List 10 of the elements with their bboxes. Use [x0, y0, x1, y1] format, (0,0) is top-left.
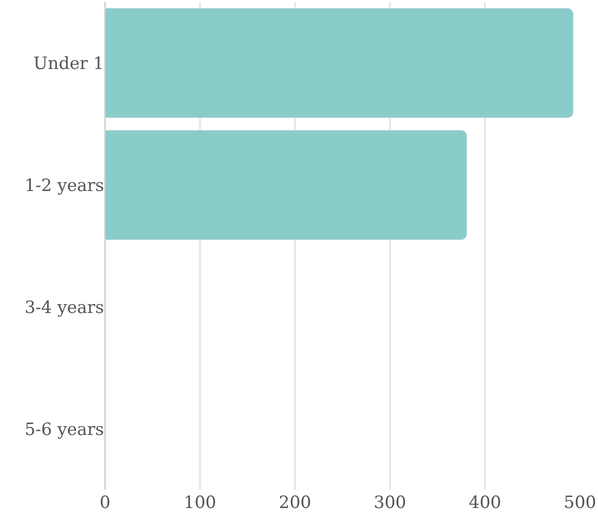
y-tick-label: 5-6 years: [24, 420, 104, 440]
y-tick-label: 1-2 years: [24, 176, 104, 196]
x-tick-label: 200: [278, 493, 312, 513]
x-tick-label: 500: [564, 493, 596, 513]
y-tick-label: Under 1: [33, 54, 104, 74]
x-tick-label: 300: [374, 493, 406, 513]
x-tick-label: 0: [100, 493, 110, 513]
y-tick-label: 3-4 years: [24, 298, 104, 318]
x-tick-label: 400: [468, 493, 502, 513]
x-tick-label: 100: [184, 493, 216, 513]
